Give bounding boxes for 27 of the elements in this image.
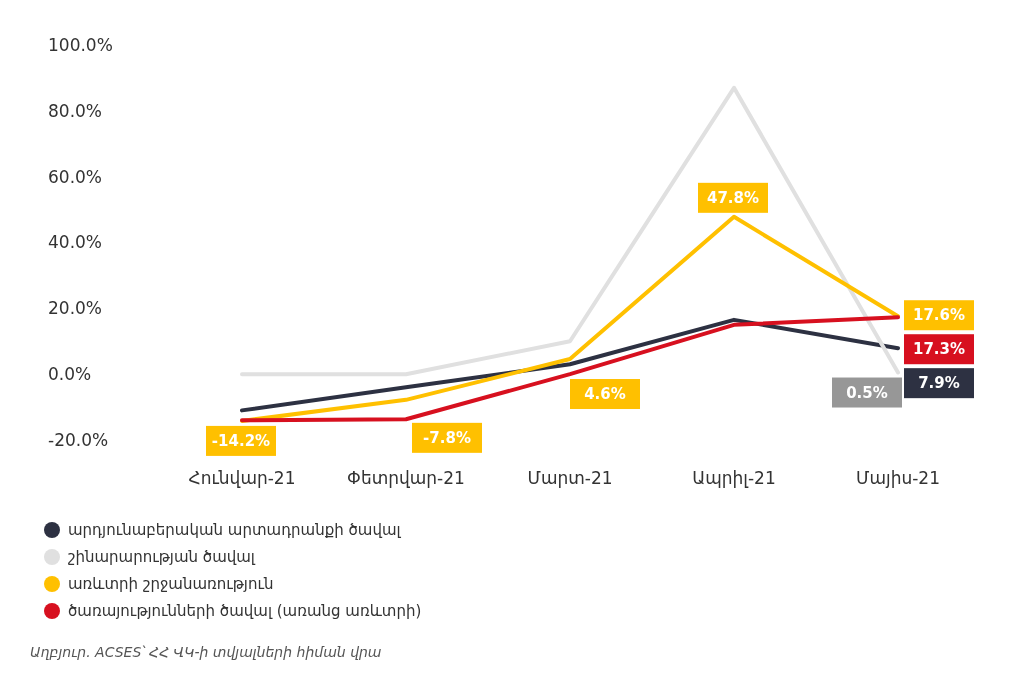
y-tick-label: 80.0% xyxy=(48,100,103,121)
text: Աղբյուր. ACSES՝ ՀՀ ՎԿ-ի տվյալների հիման վրա xyxy=(30,644,382,660)
data-label: 7.9% xyxy=(918,374,960,393)
data-label: 47.8% xyxy=(706,189,760,208)
data-label: 17.3% xyxy=(912,340,966,359)
data-label: -7.8% xyxy=(423,429,471,448)
y-tick-label: 20.0% xyxy=(48,298,103,319)
x-tick-label: Մարտ-21 xyxy=(527,468,613,488)
x-tick-label: Փետրվար-21 xyxy=(347,468,465,488)
data-label: 17.6% xyxy=(912,306,966,325)
legend-label: արդյունաբերական արտադրանքի ծավալ xyxy=(68,521,402,540)
x-tick-label: Հունվար-21 xyxy=(188,468,296,488)
y-tick-label: 40.0% xyxy=(48,232,103,253)
legend-label: ծառայությունների ծավալ (առանց առևտրի) xyxy=(68,602,422,621)
line-series xyxy=(240,214,900,423)
legend-label: շինարարության ծավալ xyxy=(68,548,256,567)
y-tick-label: -20.0% xyxy=(48,429,109,450)
data-label: 0.5% xyxy=(846,383,888,402)
y-tick-label: 100.0% xyxy=(48,34,113,55)
y-tick-label: 0.0% xyxy=(48,364,92,385)
legend-label: առևտրի շրջանառություն xyxy=(68,575,274,594)
data-label: 4.6% xyxy=(584,385,626,404)
data-label: -14.2% xyxy=(211,432,271,451)
line-series xyxy=(240,85,900,377)
x-tick-label: Ապրիլ-21 xyxy=(692,468,776,488)
x-tick-label: Մայիս-21 xyxy=(856,468,940,488)
y-tick-label: 60.0% xyxy=(48,166,103,187)
